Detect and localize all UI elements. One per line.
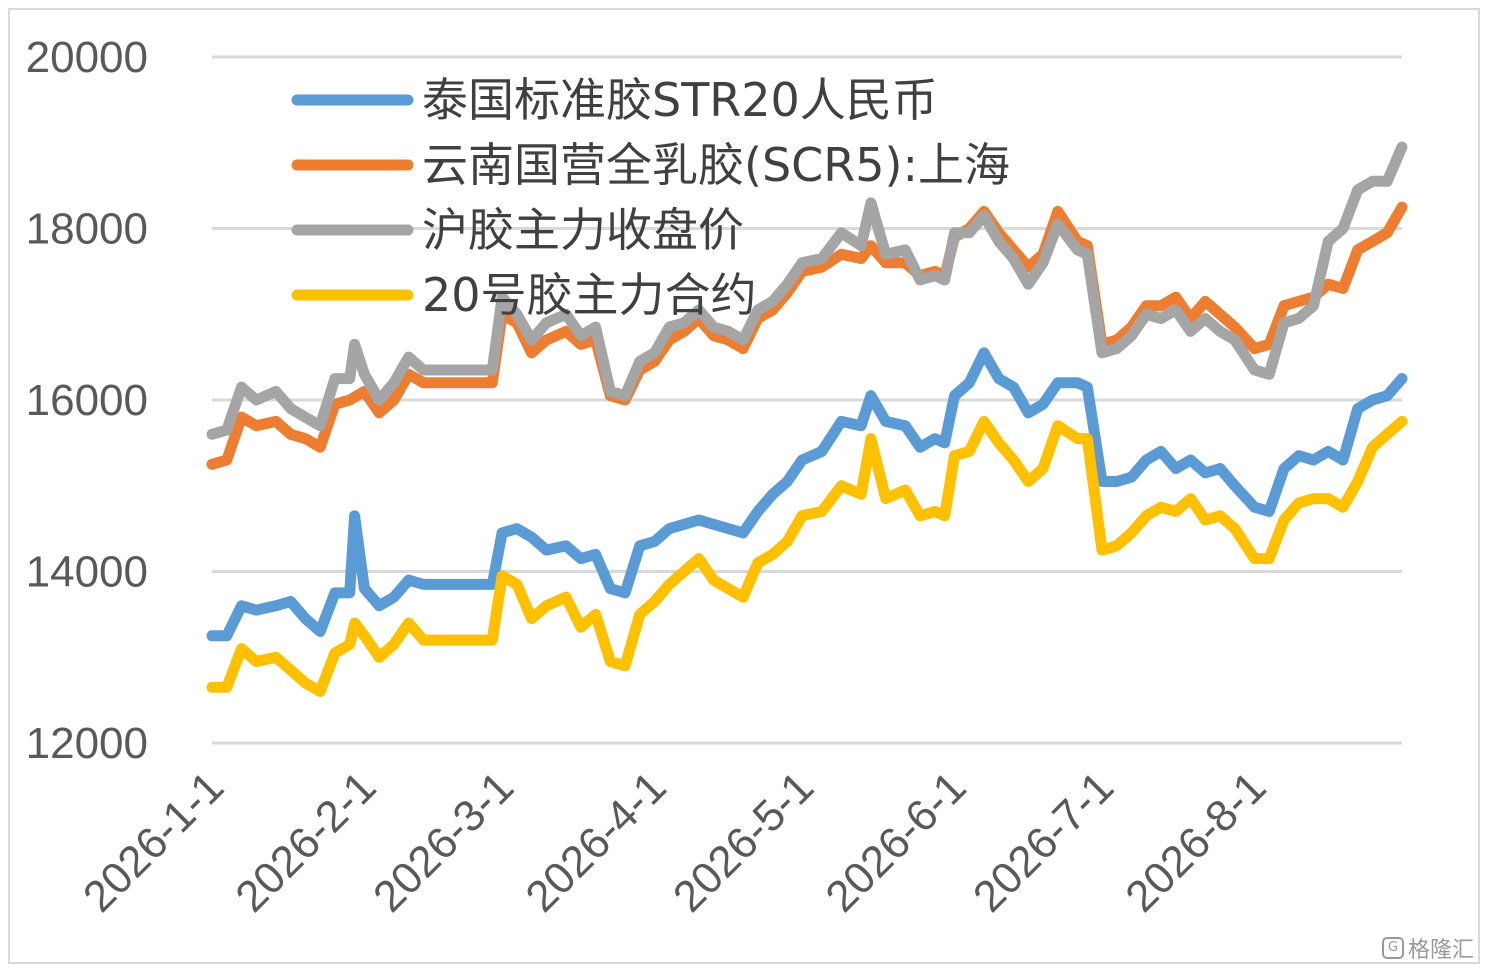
x-tick-label: 2026-5-1 [664,762,823,921]
legend-label: 云南国营全乳胶(SCR5):上海 [422,138,1010,192]
y-tick-label: 18000 [26,205,148,254]
x-tick-label: 2026-8-1 [1116,762,1275,921]
watermark: G 格隆汇 [1381,932,1474,964]
series-line-3 [206,141,1408,440]
y-axis-tick-labels: 12000 14000 16000 18000 20000 [26,33,148,768]
series-line-1 [206,347,1408,642]
legend-label: 20号胶主力合约 [422,268,757,322]
x-tick-label: 2026-7-1 [964,762,1123,921]
x-tick-label: 2026-1-1 [74,762,233,921]
x-axis-tick-labels: 2026-1-12026-2-12026-3-12026-4-12026-5-1… [74,762,1276,921]
x-tick-label: 2026-4-1 [516,762,675,921]
y-tick-label: 14000 [26,548,148,597]
legend-label: 泰国标准胶STR20人民币 [422,73,938,127]
legend-label: 沪胶主力收盘价 [422,203,744,257]
series-line-2 [206,201,1408,470]
y-tick-label: 16000 [26,376,148,425]
watermark-text: 格隆汇 [1407,938,1474,963]
y-tick-label: 12000 [26,719,148,768]
watermark-logo-icon: G [1381,937,1404,959]
y-tick-label: 20000 [26,33,148,82]
x-tick-label: 2026-2-1 [226,762,385,921]
x-tick-label: 2026-6-1 [816,762,975,921]
x-tick-label: 2026-3-1 [364,762,523,921]
series-lines [206,141,1408,697]
chart-frame [8,8,1480,964]
series-line-4 [206,415,1408,697]
